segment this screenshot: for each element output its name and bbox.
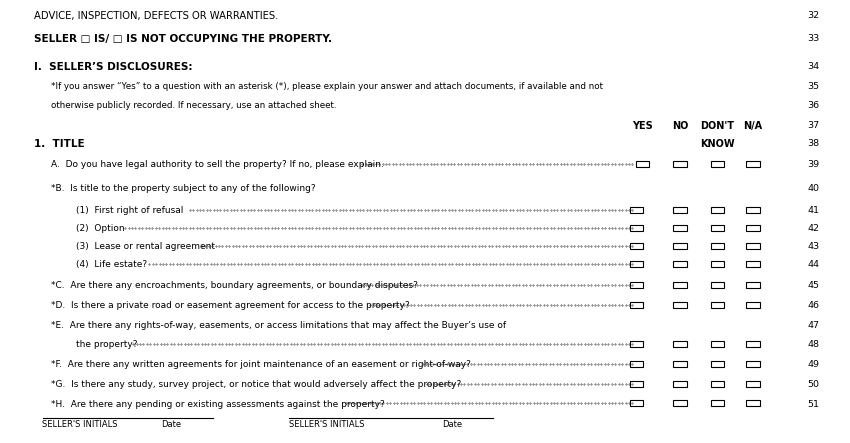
Bar xyxy=(711,361,724,367)
Text: Date: Date xyxy=(162,420,182,429)
Text: 42: 42 xyxy=(808,224,819,233)
Text: DON'T: DON'T xyxy=(700,121,734,132)
Bar xyxy=(711,341,724,347)
Bar xyxy=(673,341,687,347)
Text: *E.  Are there any rights-of-way, easements, or access limitations that may affe: *E. Are there any rights-of-way, easemen… xyxy=(51,321,506,330)
Bar xyxy=(711,400,724,407)
Bar xyxy=(746,400,760,407)
Text: 36: 36 xyxy=(808,101,819,110)
Text: N/A: N/A xyxy=(744,121,762,132)
Bar xyxy=(746,161,760,167)
Text: 38: 38 xyxy=(808,139,819,148)
Text: 45: 45 xyxy=(808,281,819,290)
Bar xyxy=(673,400,687,407)
Bar xyxy=(711,261,724,267)
Text: the property?: the property? xyxy=(76,340,138,349)
Bar xyxy=(636,161,649,167)
Bar xyxy=(630,243,643,249)
Text: 35: 35 xyxy=(808,82,819,90)
Text: 34: 34 xyxy=(808,62,819,70)
Text: *B.  Is title to the property subject to any of the following?: *B. Is title to the property subject to … xyxy=(51,184,315,194)
Bar xyxy=(711,302,724,307)
Bar xyxy=(630,207,643,213)
Text: *H.  Are there any pending or existing assessments against the property?: *H. Are there any pending or existing as… xyxy=(51,400,385,409)
Bar xyxy=(673,161,687,167)
Bar xyxy=(746,243,760,249)
Text: 37: 37 xyxy=(808,121,819,130)
Text: I.  SELLER’S DISCLOSURES:: I. SELLER’S DISCLOSURES: xyxy=(34,62,192,72)
Bar xyxy=(746,225,760,231)
Bar xyxy=(630,282,643,288)
Text: otherwise publicly recorded. If necessary, use an attached sheet.: otherwise publicly recorded. If necessar… xyxy=(51,101,337,110)
Bar xyxy=(673,225,687,231)
Bar xyxy=(630,261,643,267)
Text: 33: 33 xyxy=(808,34,819,43)
Bar xyxy=(630,225,643,231)
Bar xyxy=(630,381,643,387)
Bar xyxy=(630,400,643,407)
Bar xyxy=(746,302,760,307)
Bar xyxy=(746,341,760,347)
Text: 39: 39 xyxy=(808,160,819,170)
Bar xyxy=(711,381,724,387)
Bar xyxy=(711,207,724,213)
Text: 50: 50 xyxy=(808,380,819,389)
Bar xyxy=(711,243,724,249)
Text: 51: 51 xyxy=(808,400,819,409)
Bar xyxy=(630,361,643,367)
Bar xyxy=(746,381,760,387)
Bar xyxy=(673,261,687,267)
Bar xyxy=(673,381,687,387)
Text: *D.  Is there a private road or easement agreement for access to the property?: *D. Is there a private road or easement … xyxy=(51,301,410,310)
Bar xyxy=(673,243,687,249)
Text: A.  Do you have legal authority to sell the property? If no, please explain.: A. Do you have legal authority to sell t… xyxy=(51,160,384,170)
Text: 32: 32 xyxy=(808,11,819,20)
Bar xyxy=(746,261,760,267)
Text: (4)  Life estate?: (4) Life estate? xyxy=(76,260,148,269)
Bar xyxy=(673,361,687,367)
Text: ADVICE, INSPECTION, DEFECTS OR WARRANTIES.: ADVICE, INSPECTION, DEFECTS OR WARRANTIE… xyxy=(34,11,278,21)
Bar xyxy=(673,282,687,288)
Text: YES: YES xyxy=(632,121,653,132)
Text: 47: 47 xyxy=(808,321,819,330)
Text: Date: Date xyxy=(442,420,462,429)
Text: NO: NO xyxy=(672,121,688,132)
Bar xyxy=(711,161,724,167)
Text: 1.  TITLE: 1. TITLE xyxy=(34,139,85,149)
Bar xyxy=(711,225,724,231)
Bar xyxy=(630,302,643,307)
Text: 49: 49 xyxy=(808,360,819,369)
Text: 48: 48 xyxy=(808,340,819,349)
Text: 40: 40 xyxy=(808,184,819,194)
Text: 41: 41 xyxy=(808,206,819,215)
Text: *F.  Are there any written agreements for joint maintenance of an easement or ri: *F. Are there any written agreements for… xyxy=(51,360,471,369)
Text: SELLER □ IS/ □ IS NOT OCCUPYING THE PROPERTY.: SELLER □ IS/ □ IS NOT OCCUPYING THE PROP… xyxy=(34,34,332,44)
Text: 44: 44 xyxy=(808,260,819,269)
Bar xyxy=(746,207,760,213)
Text: KNOW: KNOW xyxy=(700,139,734,149)
Bar xyxy=(746,282,760,288)
Text: 46: 46 xyxy=(808,301,819,310)
Text: *If you answer “Yes” to a question with an asterisk (*), please explain your ans: *If you answer “Yes” to a question with … xyxy=(51,82,603,90)
Text: (3)  Lease or rental agreement: (3) Lease or rental agreement xyxy=(76,242,216,251)
Bar xyxy=(673,207,687,213)
Bar xyxy=(673,302,687,307)
Text: (1)  First right of refusal: (1) First right of refusal xyxy=(76,206,184,215)
Text: *G.  Is there any study, survey project, or notice that would adversely affect t: *G. Is there any study, survey project, … xyxy=(51,380,462,389)
Bar xyxy=(746,361,760,367)
Text: SELLER'S INITIALS: SELLER'S INITIALS xyxy=(42,420,118,429)
Text: SELLER'S INITIALS: SELLER'S INITIALS xyxy=(289,420,365,429)
Text: *C.  Are there any encroachments, boundary agreements, or boundary disputes?: *C. Are there any encroachments, boundar… xyxy=(51,281,418,290)
Bar xyxy=(630,341,643,347)
Text: 43: 43 xyxy=(808,242,819,251)
Bar xyxy=(711,282,724,288)
Text: (2)  Option: (2) Option xyxy=(76,224,125,233)
